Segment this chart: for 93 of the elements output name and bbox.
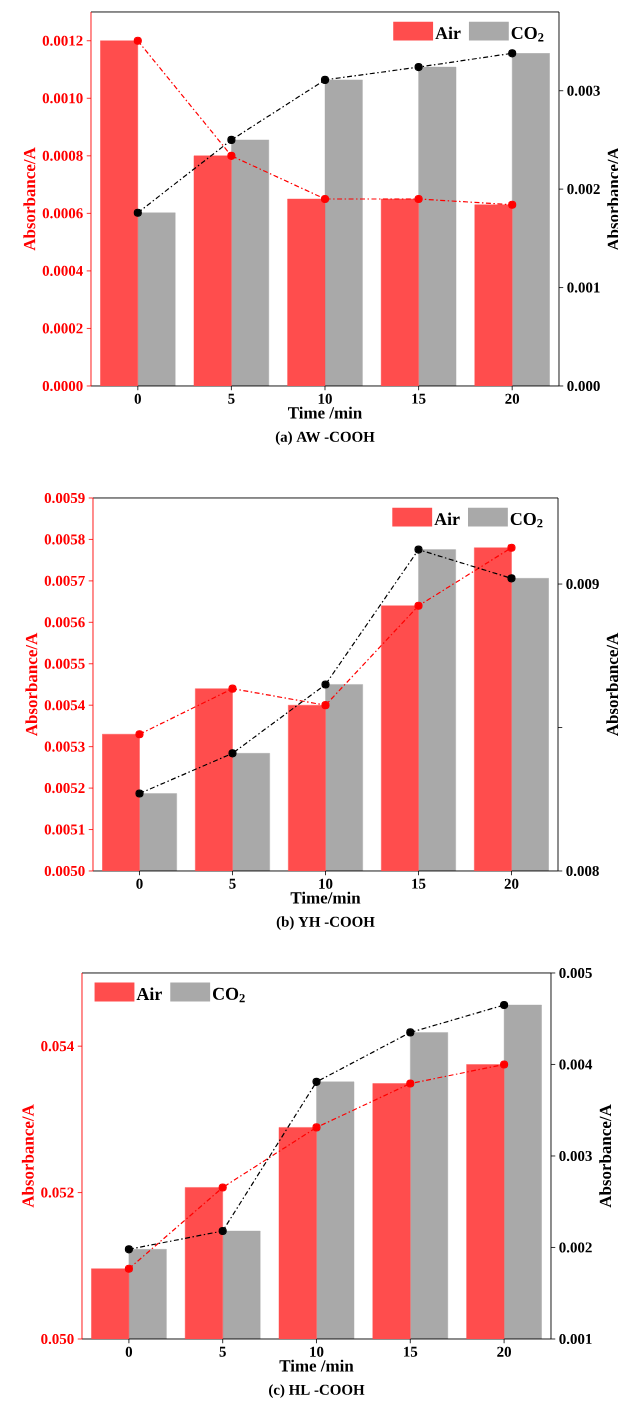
x-axis-title: Time /min <box>288 406 362 419</box>
y2-axis-title: Absorbance/A <box>606 632 618 737</box>
point <box>133 36 142 45</box>
point <box>124 1245 133 1254</box>
y-tick-label: 0.0050 <box>44 865 85 877</box>
x-tick-label: 0 <box>125 1346 133 1357</box>
legend-label: CO$_{2}$ <box>511 26 544 42</box>
y-tick-label: 0.052 <box>41 1187 74 1198</box>
point <box>508 49 517 58</box>
point <box>500 1000 509 1010</box>
point <box>227 135 236 145</box>
point <box>218 1183 227 1192</box>
point <box>228 684 237 693</box>
text: (c) HL -COOH <box>269 1384 365 1398</box>
x-axis-title: Time/min <box>290 891 361 904</box>
y2-tick-label: 0.005 <box>559 967 592 979</box>
x-tick-label: 20 <box>504 878 519 889</box>
x-axis-title: Time /min <box>279 1359 354 1372</box>
y-tick-label: 0.0010 <box>42 93 83 104</box>
point <box>414 194 423 204</box>
point <box>320 194 330 204</box>
y2-tick-label: 0.004 <box>559 1059 593 1070</box>
point <box>321 701 330 710</box>
legend-label: CO$_{2}$ <box>510 512 543 528</box>
legend-label: Air <box>434 512 460 526</box>
y-tick-label: 0.0002 <box>42 323 83 334</box>
x-tick-label: 10 <box>319 878 333 889</box>
x-tick-label: 0 <box>136 878 143 889</box>
x-tick-label: 0 <box>134 393 141 404</box>
point <box>507 574 516 583</box>
x-tick-label: 20 <box>497 1346 511 1357</box>
y2-tick-label: 0.003 <box>559 1150 592 1162</box>
point <box>507 543 516 552</box>
point <box>406 1079 415 1088</box>
point <box>133 208 142 217</box>
legend-label: Air <box>435 26 461 40</box>
y-tick-label: 0.0059 <box>44 492 85 504</box>
y-tick-label: 0.0004 <box>42 265 83 276</box>
legend-label: CO$_{2}$ <box>212 987 245 1003</box>
y-tick-label: 0.0008 <box>42 150 83 161</box>
y-tick-label: 0.0012 <box>42 35 83 46</box>
text: (b) YH -COOH <box>276 916 375 930</box>
text: (a) AW -COOH <box>275 431 375 445</box>
point <box>312 1123 321 1132</box>
y-tick-label: 0.0055 <box>44 658 85 669</box>
y-axis-title: Absorbance/A <box>23 147 36 251</box>
point <box>508 200 517 209</box>
y-tick-label: 0.054 <box>41 1041 74 1052</box>
y2-tick-label: 0.001 <box>567 282 600 293</box>
y-tick-label: 0.0056 <box>44 617 85 628</box>
legend-label: Air <box>136 987 162 1000</box>
x-tick-label: 5 <box>229 878 236 889</box>
y2-tick-label: 0.002 <box>567 184 600 195</box>
y2-tick-label: 0.009 <box>566 578 599 590</box>
y-tick-label: 0.0052 <box>44 783 85 794</box>
point <box>414 63 423 72</box>
point <box>228 749 237 758</box>
y-tick-label: 0.0058 <box>44 534 85 545</box>
y-tick-label: 0.0057 <box>44 575 85 586</box>
x-tick-label: 5 <box>219 1346 226 1357</box>
y-tick-label: 0.0006 <box>42 208 83 219</box>
y2-tick-label: 0.000 <box>567 380 600 392</box>
y-axis-title: Absorbance/A <box>25 632 38 737</box>
y-tick-label: 0.0000 <box>42 380 83 392</box>
x-tick-label: 15 <box>412 393 426 404</box>
y2-tick-label: 0.001 <box>559 1333 592 1345</box>
x-tick-label: 5 <box>228 393 235 404</box>
point <box>135 789 144 798</box>
point <box>227 151 236 160</box>
y-tick-label: 0.0051 <box>44 824 85 835</box>
point <box>414 545 423 554</box>
point <box>135 730 144 739</box>
x-tick-label: 15 <box>412 878 426 889</box>
y-tick-label: 0.0053 <box>44 741 85 752</box>
y-tick-label: 0.0054 <box>44 700 85 711</box>
y2-tick-label: 0.002 <box>559 1242 592 1253</box>
point <box>321 680 330 689</box>
y-axis-title: Absorbance/A <box>21 1104 34 1208</box>
point <box>406 1028 415 1037</box>
x-tick-label: 10 <box>318 393 332 404</box>
y2-axis-title: Absorbance/A <box>599 1104 612 1208</box>
point <box>414 601 423 610</box>
x-tick-label: 10 <box>310 1346 324 1357</box>
y2-tick-label: 0.003 <box>567 85 600 96</box>
x-tick-label: 15 <box>404 1346 418 1357</box>
point <box>500 1060 509 1069</box>
y-tick-label: 0.050 <box>41 1333 74 1345</box>
point <box>312 1077 321 1086</box>
x-tick-label: 20 <box>505 393 520 404</box>
y2-tick-label: 0.008 <box>566 865 599 877</box>
point <box>124 1264 133 1273</box>
point <box>320 75 330 84</box>
point <box>218 1226 227 1236</box>
